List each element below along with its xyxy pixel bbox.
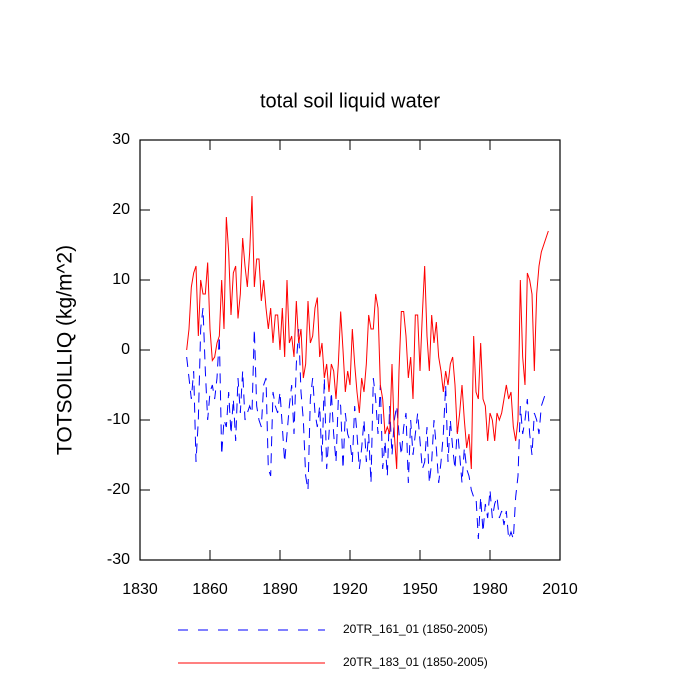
x-tick-label: 1920	[332, 581, 368, 598]
data-line	[186, 307, 549, 540]
x-tick-label: 1980	[472, 581, 508, 598]
data-line	[186, 195, 549, 470]
y-tick-label: 30	[112, 131, 130, 148]
y-axis-label: TOTSOILLIQ (kg/m^2)	[54, 245, 77, 455]
x-tick-label: 1830	[122, 581, 158, 598]
x-tick-label: 2010	[542, 581, 578, 598]
legend-label: 20TR_183_01 (1850-2005)	[343, 655, 488, 669]
x-tick-label: 1890	[262, 581, 298, 598]
y-tick-label: 0	[121, 341, 130, 358]
y-tick-label: -10	[107, 411, 130, 428]
x-tick-label: 1860	[192, 581, 228, 598]
chart-title: total soil liquid water	[260, 90, 440, 112]
legend-label: 20TR_161_01 (1850-2005)	[343, 622, 488, 636]
plot-frame	[139, 139, 561, 561]
x-tick-label: 1950	[402, 581, 438, 598]
y-tick-label: 20	[112, 201, 130, 218]
y-tick-label: 10	[112, 271, 130, 288]
y-tick-label: -20	[107, 481, 130, 498]
y-tick-label: -30	[107, 551, 130, 568]
